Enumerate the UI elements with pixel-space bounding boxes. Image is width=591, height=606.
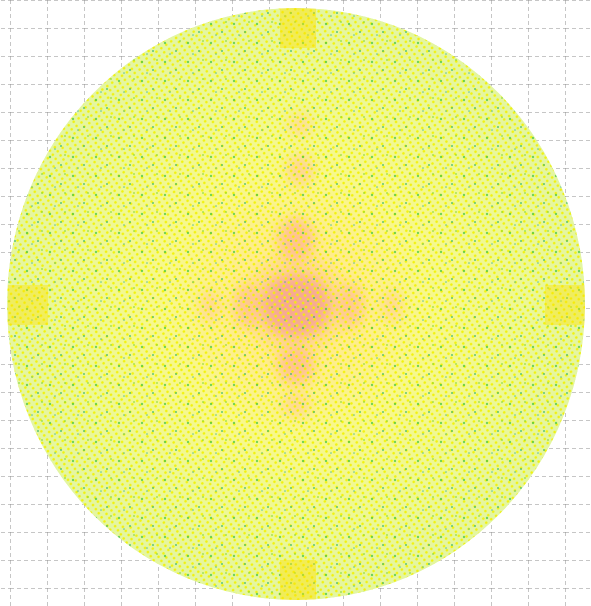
edge-band [545,285,585,325]
edge-band [280,8,316,48]
green-specks [7,8,585,600]
edge-band [8,285,48,325]
edge-band [280,560,316,600]
point-cloud [7,8,585,600]
